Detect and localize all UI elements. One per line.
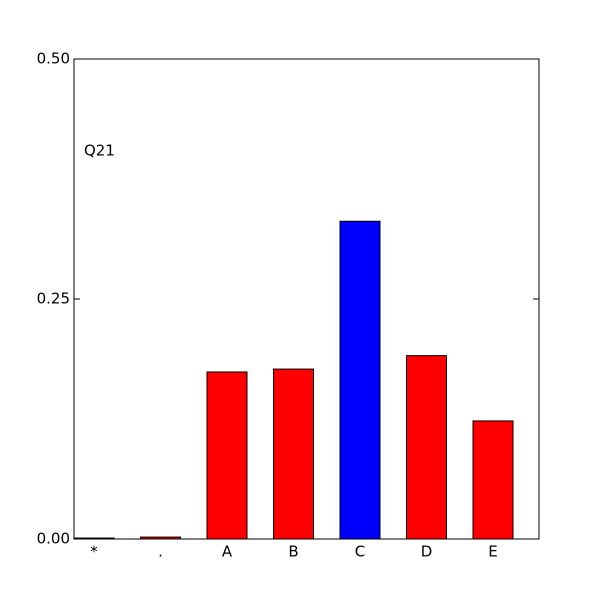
annotation: Q21 [84,142,115,160]
x-tick-label: A [222,543,233,561]
bar [206,371,248,540]
x-tick-label: * [90,543,98,561]
y-tick-label: 0.25 [37,290,70,308]
x-tick-label: E [488,543,497,561]
bar [73,537,115,540]
bar [273,368,314,540]
x-tick-label: . [158,543,163,561]
bar [140,536,181,540]
x-tick-label: C [355,543,365,561]
bar [339,220,381,540]
bar [472,420,514,540]
x-tick-label: D [421,543,433,561]
y-tick-label: 0.00 [37,530,70,548]
y-tick-label: 0.50 [37,50,70,68]
bar [406,355,447,540]
x-tick-label: B [288,543,298,561]
